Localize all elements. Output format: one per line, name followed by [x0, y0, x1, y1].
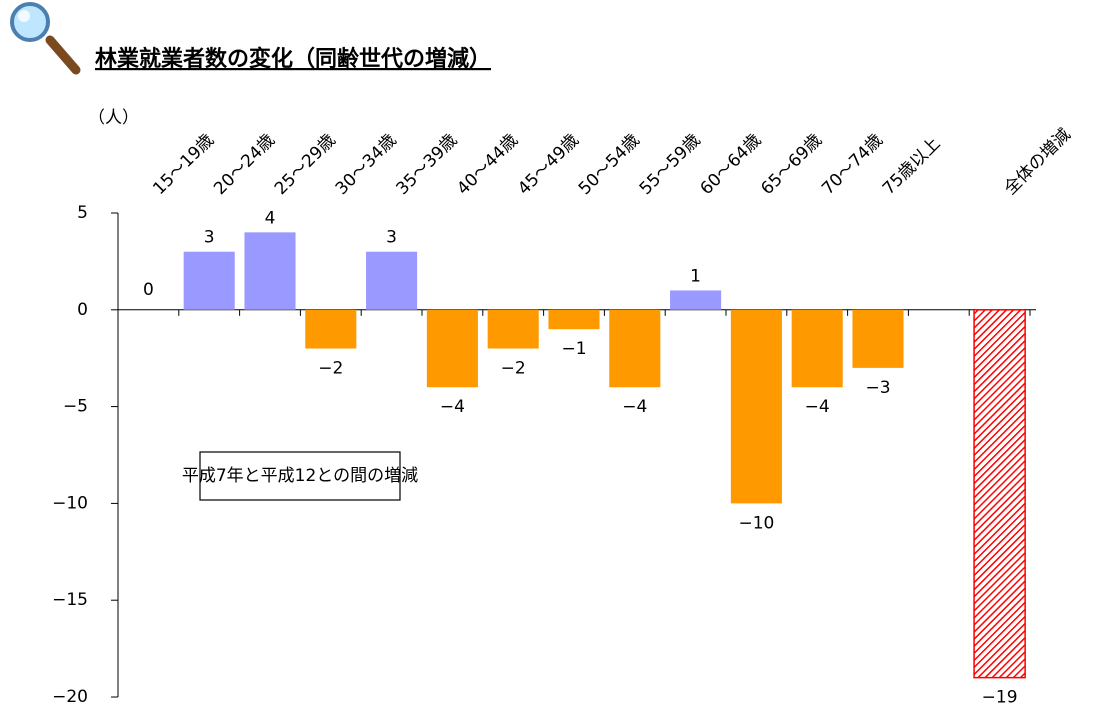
value-label: 0: [143, 280, 154, 300]
chart-title: 林業就業者数の変化（同齢世代の増減）: [95, 46, 491, 72]
bar: [244, 232, 296, 310]
value-label: −10: [738, 513, 774, 533]
bar: [791, 309, 843, 388]
bar: [183, 251, 235, 310]
y-tick-label: 5: [77, 203, 88, 223]
value-label: −1: [561, 339, 586, 359]
magnifier-icon: [10, 2, 81, 75]
y-tick-label: −5: [63, 397, 88, 417]
x-tick-label: 35～39歳: [393, 130, 462, 199]
annotation-box: [199, 451, 401, 501]
y-tick-label: −20: [52, 687, 88, 707]
value-label: −4: [440, 397, 465, 417]
y-tick-label: −15: [52, 590, 88, 610]
x-tick-label: 60～64歳: [697, 130, 766, 199]
value-label: −3: [865, 378, 890, 398]
x-tick-label: 45～49歳: [514, 130, 583, 199]
x-tick-label: 70～74歳: [818, 130, 887, 199]
bar: [670, 290, 722, 310]
value-label: 3: [204, 228, 215, 248]
value-label: 4: [265, 208, 276, 228]
bar: [366, 251, 418, 310]
x-tick-label: 50～54歳: [575, 130, 644, 199]
x-tick-label: 40～44歳: [453, 130, 522, 199]
x-tick-label: 75歳以上: [879, 134, 945, 200]
value-label: −4: [622, 397, 647, 417]
value-label: −2: [501, 359, 526, 379]
x-tick-label: 全体の増減: [1001, 125, 1075, 199]
y-tick-label: 0: [77, 300, 88, 320]
x-tick-label: 55～59歳: [636, 130, 705, 199]
bar: [426, 309, 478, 388]
bar: [305, 309, 357, 349]
annotation: 平成7年と平成12との間の増減: [182, 466, 418, 486]
value-label: 1: [690, 266, 701, 286]
bar: [609, 309, 661, 388]
x-tick-label: 65～69歳: [757, 130, 826, 199]
y-axis-label: （人）: [88, 108, 139, 128]
x-tick-label: 25～29歳: [271, 130, 340, 199]
bar: [973, 309, 1026, 679]
value-label: 3: [386, 228, 397, 248]
value-label: −4: [805, 397, 830, 417]
value-label: −19: [982, 688, 1018, 707]
bar: [487, 309, 539, 349]
x-tick-label: 15～19歳: [149, 130, 218, 199]
x-tick-label: 30～34歳: [332, 130, 401, 199]
x-tick-label: 20～24歳: [210, 130, 279, 199]
bar: [852, 309, 904, 368]
bar: [548, 309, 600, 330]
bar: [730, 309, 782, 504]
value-label: −2: [318, 359, 343, 379]
y-tick-label: −10: [52, 493, 88, 513]
